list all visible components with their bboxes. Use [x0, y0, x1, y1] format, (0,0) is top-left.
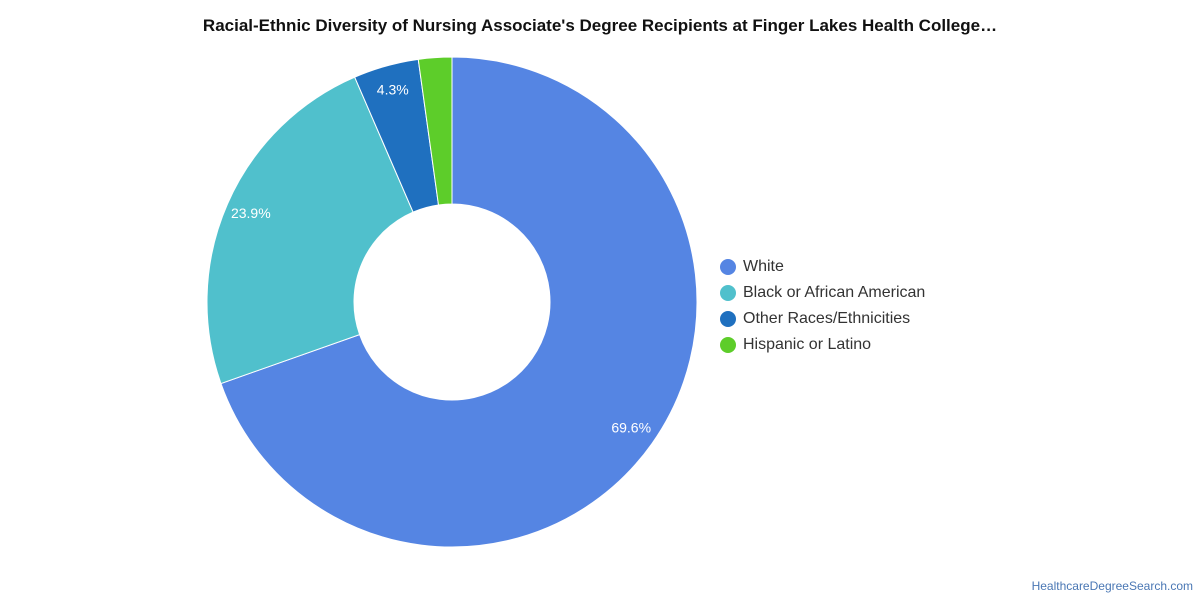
legend-swatch-hispanic-or-latino [720, 337, 736, 353]
legend-label-other-races-ethnicities: Other Races/Ethnicities [743, 310, 911, 327]
slice-label-white: 69.6% [611, 419, 651, 435]
legend-item-black-or-african-american[interactable]: Black or African American [720, 280, 925, 306]
source-credit-link[interactable]: HealthcareDegreeSearch.com [1031, 579, 1193, 593]
chart-title: Racial-Ethnic Diversity of Nursing Assoc… [202, 16, 998, 35]
legend-item-other-races-ethnicities[interactable]: Other Races/Ethnicities [720, 306, 925, 332]
legend-swatch-other-races-ethnicities [720, 311, 736, 327]
legend-label-black-or-african-american: Black or African American [743, 284, 926, 301]
slice-label-black-or-african-american: 23.9% [231, 205, 271, 221]
slice-label-other-races-ethnicities: 4.3% [377, 81, 409, 97]
slice-white[interactable] [220, 56, 698, 548]
legend-swatch-black-or-african-american [720, 285, 736, 301]
legend: White Black or African American Other Ra… [720, 254, 925, 358]
legend-item-white[interactable]: White [720, 254, 925, 280]
legend-label-hispanic-or-latino: Hispanic or Latino [743, 336, 872, 353]
legend-swatch-white [720, 259, 736, 275]
slice-black-or-african-american[interactable] [206, 76, 414, 385]
slice-hispanic-or-latino[interactable] [417, 56, 453, 206]
legend-item-hispanic-or-latino[interactable]: Hispanic or Latino [720, 332, 925, 358]
legend-label-white: White [743, 258, 784, 275]
